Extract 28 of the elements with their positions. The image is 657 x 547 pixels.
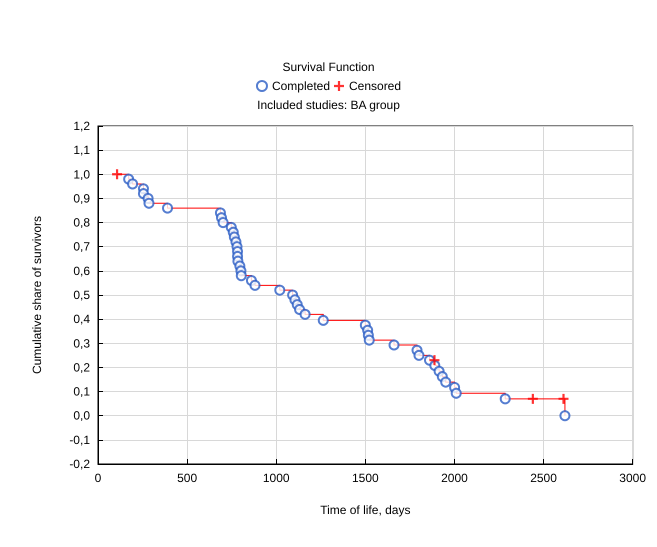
y-tick-label: -0,1 [69,432,90,447]
x-tick-label: 1500 [352,471,379,485]
x-tick-label: 0 [94,471,102,485]
y-tick-label: 0,3 [73,336,90,350]
chart-title: Survival Function [282,60,375,74]
x-tick-label: 1000 [262,471,290,485]
x-tick-label: 500 [177,471,198,485]
y-tick-label: 0,6 [73,264,90,278]
y-tick-label: 1,1 [73,143,90,158]
x-tick-label: 2000 [441,471,468,485]
y-tick-label: 1,2 [73,119,90,133]
y-tick-label: 1,0 [73,167,90,182]
x-tick-label: 3000 [619,471,646,485]
y-tick-label: 0,0 [73,408,90,423]
legend-label: Completed [272,79,330,93]
y-tick-label: 0,2 [73,360,90,374]
y-tick-label: 0,7 [73,240,90,254]
y-tick-label: -0,2 [69,457,90,471]
y-tick-label: 0,9 [73,191,90,206]
y-tick-label: 0,4 [73,312,90,326]
y-tick-label: 0,8 [73,216,90,230]
y-tick-label: 0,1 [73,384,90,399]
chart-subtitle: Included studies: BA group [257,98,400,112]
legend-label: Censored [349,79,402,93]
y-axis-title: Cumulative share of survivors [30,216,44,374]
x-tick-label: 2500 [530,471,558,485]
x-axis-title: Time of life, days [320,503,410,517]
y-tick-label: 0,5 [73,288,90,302]
